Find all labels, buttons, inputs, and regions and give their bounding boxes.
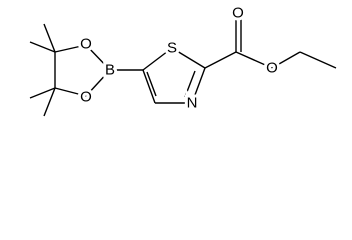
atom-label: O bbox=[266, 60, 278, 77]
atom-label: B bbox=[105, 62, 115, 79]
atom-label: N bbox=[187, 95, 198, 112]
atom-label: O bbox=[232, 5, 244, 22]
structure-diagram: O O B S N O O bbox=[29, 4, 337, 117]
bonds bbox=[29, 14, 337, 117]
atom-label: O bbox=[80, 36, 92, 53]
atom-label: O bbox=[80, 89, 92, 106]
atom-label: S bbox=[167, 40, 177, 57]
